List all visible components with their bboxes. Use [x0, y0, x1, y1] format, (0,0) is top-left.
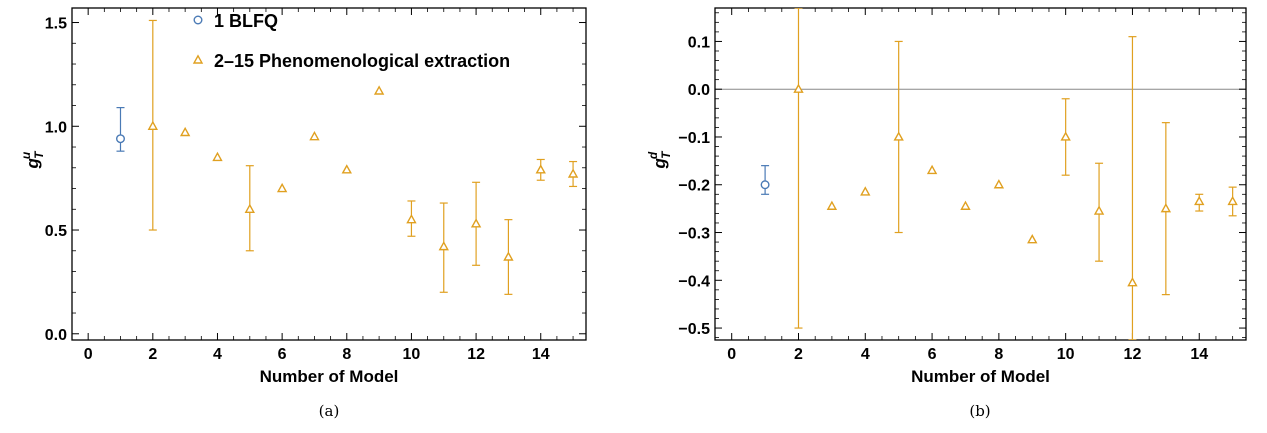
plot-frame	[714, 7, 1247, 341]
y-tick-label: 0.0	[45, 327, 67, 344]
data-point-circle	[115, 134, 125, 144]
panel-caption: (b)	[969, 402, 990, 420]
x-tick-label: 2	[148, 346, 157, 363]
y-axis-title: gdT	[646, 150, 673, 170]
data-point-triangle	[406, 214, 417, 224]
data-point-triangle	[1194, 195, 1205, 206]
x-tick-label: 12	[1124, 346, 1142, 363]
data-layer	[760, 8, 1238, 340]
legend-circle-icon	[193, 15, 203, 25]
data-point-triangle	[993, 179, 1005, 189]
data-point-circle	[760, 180, 770, 190]
data-point-triangle	[276, 182, 288, 193]
y-tick-label: 1.0	[45, 119, 67, 136]
data-point-triangle	[212, 151, 223, 162]
y-tick-label: −0.5	[678, 321, 710, 338]
y-tick-label: 0.0	[688, 82, 710, 99]
x-tick-label: 0	[727, 346, 736, 363]
data-point-triangle	[503, 251, 514, 261]
data-point-triangle	[309, 131, 320, 141]
y-axis-title-main: g	[650, 158, 669, 170]
legend: 1 BLFQ 2–15 Phenomenological extraction	[192, 11, 510, 71]
x-tick-label: 6	[928, 346, 937, 363]
data-point-triangle	[1060, 131, 1071, 141]
data-point-triangle	[1227, 195, 1238, 206]
x-tick-label: 8	[342, 346, 351, 363]
data-point-triangle	[1160, 202, 1172, 213]
y-axis-title-sup: u	[19, 151, 33, 159]
data-point-triangle	[341, 164, 352, 174]
data-point-triangle	[147, 120, 159, 130]
data-point-triangle	[793, 83, 804, 93]
data-point-triangle	[438, 240, 449, 251]
x-tick-label: 2	[794, 346, 803, 363]
y-tick-label: −0.3	[678, 226, 710, 243]
data-point-triangle	[567, 168, 579, 178]
data-point-triangle	[1127, 277, 1138, 287]
x-tick-label: 10	[1057, 346, 1075, 363]
x-tick-label: 4	[861, 346, 870, 363]
data-point-triangle	[179, 126, 191, 137]
panel-caption: (a)	[319, 402, 340, 420]
data-point-triangle	[960, 200, 971, 210]
data-point-triangle	[1093, 205, 1105, 215]
panel-a: 0 2 4 6 8 10 12 14 0.0 0.5 1.0 1.5 Number of Model gu…	[19, 7, 587, 420]
x-tick-label: 14	[532, 346, 550, 363]
data-point-triangle	[826, 200, 838, 210]
y-axis-title-sub: T	[659, 150, 673, 159]
y-axis-title-sub: T	[32, 150, 46, 159]
data-point-triangle	[470, 218, 482, 228]
panel-b: 0 2 4 6 8 10 12 14 0.1 0.0 −0.1 −0.2 −0.3 −0.4 −0.5 Num…	[646, 7, 1247, 420]
data-point-triangle	[1027, 234, 1038, 244]
data-point-triangle	[535, 164, 546, 174]
x-tick-label: 10	[403, 346, 421, 363]
y-tick-label: −0.2	[678, 178, 710, 195]
y-tick-label: 1.5	[45, 16, 67, 33]
legend-label: 2–15 Phenomenological extraction	[214, 51, 510, 71]
x-tick-label: 4	[213, 346, 222, 363]
x-tick-label: 6	[278, 346, 287, 363]
x-tick-label: 0	[84, 346, 93, 363]
y-tick-label: 0.5	[45, 223, 67, 240]
y-axis-title-main: g	[23, 158, 42, 170]
y-tick-label: −0.4	[678, 273, 710, 290]
x-axis-title: Number of Model	[911, 367, 1050, 386]
y-axis-title-sup: d	[646, 151, 660, 159]
plot-frame	[71, 7, 587, 341]
data-point-triangle	[244, 203, 255, 213]
x-tick-label: 14	[1190, 346, 1208, 363]
y-axis-title: guT	[19, 150, 46, 170]
x-tick-label: 8	[994, 346, 1003, 363]
data-point-triangle	[860, 186, 871, 196]
data-layer	[115, 19, 579, 295]
y-tick-label: 0.1	[688, 34, 710, 51]
data-point-triangle	[926, 164, 938, 175]
legend-label: 1 BLFQ	[214, 11, 278, 31]
data-point-triangle	[893, 131, 904, 141]
data-point-triangle	[373, 85, 385, 95]
x-axis-title: Number of Model	[260, 367, 399, 386]
y-tick-label: −0.1	[678, 130, 710, 147]
legend-triangle-icon	[192, 54, 204, 64]
x-tick-label: 12	[467, 346, 485, 363]
